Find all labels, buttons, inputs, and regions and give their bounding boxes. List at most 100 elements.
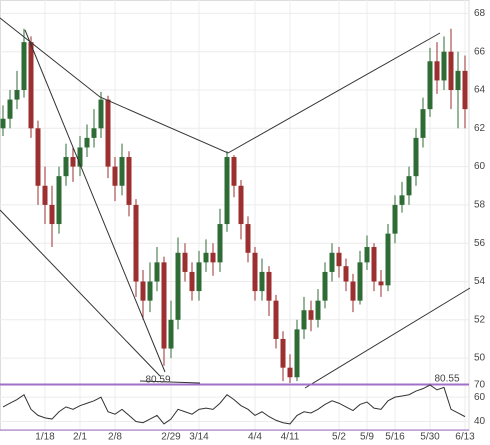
candle-body bbox=[259, 271, 265, 292]
candle-body bbox=[294, 329, 300, 378]
x-tick-label: 5/16 bbox=[385, 432, 405, 443]
trendline bbox=[139, 380, 201, 384]
candle-body bbox=[371, 247, 377, 282]
x-tick-label: 4/4 bbox=[248, 432, 262, 443]
trendline bbox=[0, 209, 161, 377]
candle-body bbox=[287, 367, 293, 378]
candle-body bbox=[119, 157, 125, 186]
x-tick-label: 1/18 bbox=[35, 432, 55, 443]
candle-body bbox=[70, 157, 76, 167]
y-tick-label: 52 bbox=[474, 314, 486, 325]
candle-body bbox=[392, 204, 398, 234]
y-tick-label: 62 bbox=[474, 123, 486, 134]
candle-body bbox=[427, 61, 433, 110]
candle-body bbox=[133, 204, 139, 282]
candle-body bbox=[434, 61, 440, 81]
candle-body bbox=[91, 128, 97, 138]
candle-body bbox=[315, 300, 321, 320]
candle-body bbox=[336, 252, 342, 267]
candle-body bbox=[203, 252, 209, 263]
candle-body bbox=[154, 262, 160, 282]
candle-body bbox=[35, 128, 41, 186]
y-tick-label: 66 bbox=[474, 46, 486, 57]
candle-body bbox=[28, 42, 34, 129]
candle-body bbox=[42, 185, 48, 205]
candle-body bbox=[161, 262, 167, 349]
x-tick-label: 2/8 bbox=[108, 432, 122, 443]
x-tick-label: 5/2 bbox=[332, 432, 346, 443]
y-tick-label: 40 bbox=[474, 416, 486, 427]
candle-body bbox=[364, 247, 370, 263]
candle-body bbox=[14, 90, 20, 100]
plot-border bbox=[0, 0, 470, 431]
candle-body bbox=[182, 252, 188, 272]
x-tick-label: 2/29 bbox=[161, 432, 181, 443]
candle-body bbox=[280, 338, 286, 368]
candle-body bbox=[357, 262, 363, 301]
y-tick-label: 54 bbox=[474, 276, 486, 287]
candle-body bbox=[441, 51, 447, 81]
candle-body bbox=[49, 204, 55, 225]
candle-body bbox=[343, 266, 349, 282]
candle-body bbox=[308, 310, 314, 320]
candle-body bbox=[196, 262, 202, 292]
candle-body bbox=[350, 281, 356, 301]
candle-body bbox=[238, 185, 244, 225]
candle-body bbox=[21, 42, 27, 91]
candle-body bbox=[98, 99, 104, 129]
candle-body bbox=[266, 271, 272, 301]
candle-body bbox=[77, 147, 83, 167]
annotation: 80.59 bbox=[145, 375, 170, 386]
candle-body bbox=[245, 224, 251, 253]
candle-body bbox=[168, 319, 174, 349]
trendline bbox=[304, 287, 471, 389]
x-tick-label: 4/11 bbox=[281, 432, 300, 443]
candle-body bbox=[420, 109, 426, 138]
x-tick-label: 5/9 bbox=[360, 432, 374, 443]
y-tick-label: 60 bbox=[474, 161, 486, 172]
candle-body bbox=[105, 99, 111, 167]
candle-body bbox=[462, 70, 468, 110]
candle-body bbox=[175, 252, 181, 320]
candle-body bbox=[210, 252, 216, 263]
x-tick-label: 6/13 bbox=[455, 432, 475, 443]
y-tick-label: 50 bbox=[474, 353, 486, 364]
candle-body bbox=[399, 195, 405, 205]
x-tick-label: 2/1 bbox=[73, 432, 87, 443]
y-tick-label: 56 bbox=[474, 238, 486, 249]
candle-body bbox=[385, 233, 391, 286]
x-tick-label: 3/14 bbox=[189, 432, 209, 443]
candle-body bbox=[252, 252, 258, 292]
candle-body bbox=[56, 176, 62, 225]
indicator-line bbox=[2, 384, 466, 425]
marks bbox=[0, 28, 468, 383]
y-tick-label: 68 bbox=[474, 8, 486, 19]
y-tick-label: 70 bbox=[474, 380, 486, 391]
candle-body bbox=[63, 157, 69, 177]
grid bbox=[0, 0, 470, 431]
candle-body bbox=[7, 99, 13, 119]
trendline bbox=[0, 17, 441, 154]
candle-body bbox=[147, 281, 153, 301]
candle-body bbox=[322, 271, 328, 301]
candle-body bbox=[231, 157, 237, 186]
candle-body bbox=[217, 224, 223, 263]
candle-body bbox=[273, 300, 279, 339]
candle-body bbox=[0, 118, 6, 129]
candle-body bbox=[455, 70, 461, 91]
candle-body bbox=[112, 166, 118, 186]
y-tick-label: 58 bbox=[474, 200, 486, 211]
candle-body bbox=[126, 157, 132, 205]
candle-body bbox=[140, 281, 146, 301]
candle-body bbox=[301, 310, 307, 330]
annotation: 80.55 bbox=[434, 374, 459, 385]
candle-body bbox=[448, 51, 454, 91]
x-tick-label: 5/30 bbox=[420, 432, 440, 443]
candle-body bbox=[84, 137, 90, 148]
candle-body bbox=[224, 157, 230, 225]
candle-body bbox=[329, 252, 335, 272]
trendline bbox=[24, 29, 166, 373]
candle-body bbox=[189, 271, 195, 292]
